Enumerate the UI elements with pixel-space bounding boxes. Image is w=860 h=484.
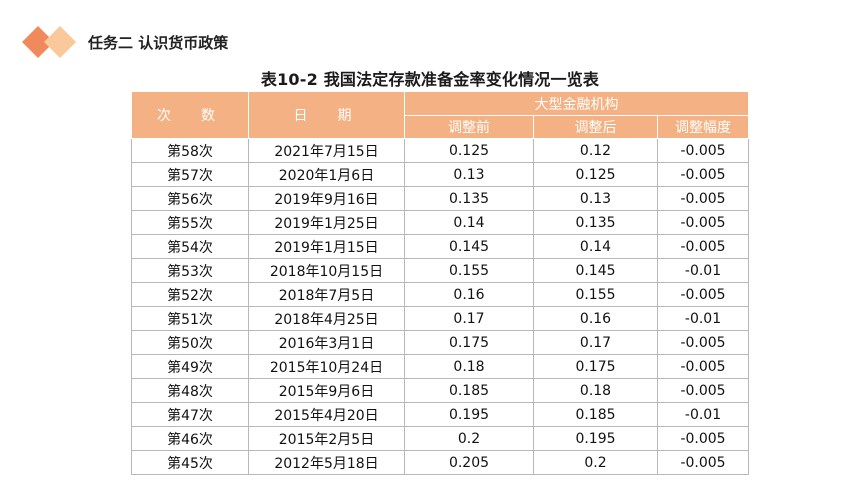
diamond-logo-icon bbox=[22, 26, 76, 58]
cell-date: 2020年1月6日 bbox=[248, 162, 405, 187]
table-row: 第57次 2020年1月6日 0.13 0.125 -0.005 bbox=[131, 162, 750, 187]
cell-date: 2015年4月20日 bbox=[248, 402, 405, 427]
cell-change: -0.005 bbox=[656, 450, 750, 475]
table-row: 第46次 2015年2月5日 0.2 0.195 -0.005 bbox=[131, 426, 750, 451]
cell-count: 第48次 bbox=[131, 378, 249, 403]
cell-after: 0.195 bbox=[533, 426, 658, 451]
header-large-institutions: 大型金融机构 bbox=[403, 91, 750, 116]
cell-change: -0.005 bbox=[656, 282, 750, 307]
cell-after: 0.12 bbox=[533, 138, 658, 163]
cell-change: -0.005 bbox=[656, 186, 750, 211]
cell-count: 第45次 bbox=[131, 450, 249, 475]
reserve-ratio-table: 次 数 日 期 大型金融机构 调整前 调整后 调整幅度 第58次 2021年7月… bbox=[131, 91, 750, 475]
table-row: 第55次 2019年1月25日 0.14 0.135 -0.005 bbox=[131, 210, 750, 235]
cell-count: 第55次 bbox=[131, 210, 249, 235]
table-row: 第54次 2019年1月15日 0.145 0.14 -0.005 bbox=[131, 234, 750, 259]
table-row: 第48次 2015年9月6日 0.185 0.18 -0.005 bbox=[131, 378, 750, 403]
cell-before: 0.18 bbox=[404, 354, 534, 379]
cell-before: 0.2 bbox=[404, 426, 534, 451]
cell-date: 2019年1月25日 bbox=[248, 210, 405, 235]
table-row: 第53次 2018年10月15日 0.155 0.145 -0.01 bbox=[131, 258, 750, 283]
cell-after: 0.155 bbox=[533, 282, 658, 307]
cell-before: 0.195 bbox=[404, 402, 534, 427]
table-caption: 表10-2 我国法定存款准备金率变化情况一览表 bbox=[260, 70, 600, 89]
cell-date: 2015年10月24日 bbox=[248, 354, 405, 379]
cell-after: 0.18 bbox=[533, 378, 658, 403]
cell-count: 第52次 bbox=[131, 282, 249, 307]
cell-before: 0.135 bbox=[404, 186, 534, 211]
table-row: 第51次 2018年4月25日 0.17 0.16 -0.01 bbox=[131, 306, 750, 331]
cell-change: -0.005 bbox=[656, 354, 750, 379]
cell-before: 0.155 bbox=[404, 258, 534, 283]
header-date: 日 期 bbox=[248, 91, 405, 139]
cell-count: 第49次 bbox=[131, 354, 249, 379]
cell-before: 0.14 bbox=[404, 210, 534, 235]
cell-count: 第58次 bbox=[131, 138, 249, 163]
section-title: 任务二 认识货币政策 bbox=[88, 34, 229, 52]
cell-date: 2012年5月18日 bbox=[248, 450, 405, 475]
header-change: 调整幅度 bbox=[656, 115, 750, 139]
table-row: 第47次 2015年4月20日 0.195 0.185 -0.01 bbox=[131, 402, 750, 427]
cell-before: 0.17 bbox=[404, 306, 534, 331]
cell-date: 2018年4月25日 bbox=[248, 306, 405, 331]
cell-count: 第54次 bbox=[131, 234, 249, 259]
table-row: 第52次 2018年7月5日 0.16 0.155 -0.005 bbox=[131, 282, 750, 307]
header-before: 调整前 bbox=[404, 115, 534, 139]
cell-count: 第46次 bbox=[131, 426, 249, 451]
header-count: 次 数 bbox=[131, 91, 249, 139]
cell-before: 0.13 bbox=[404, 162, 534, 187]
cell-date: 2021年7月15日 bbox=[248, 138, 405, 163]
cell-count: 第51次 bbox=[131, 306, 249, 331]
cell-after: 0.2 bbox=[533, 450, 658, 475]
cell-count: 第53次 bbox=[131, 258, 249, 283]
cell-date: 2015年9月6日 bbox=[248, 378, 405, 403]
cell-after: 0.13 bbox=[533, 186, 658, 211]
table-row: 第56次 2019年9月16日 0.135 0.13 -0.005 bbox=[131, 186, 750, 211]
slide-header: 任务二 认识货币政策 bbox=[22, 24, 342, 60]
cell-count: 第50次 bbox=[131, 330, 249, 355]
cell-change: -0.005 bbox=[656, 234, 750, 259]
cell-date: 2018年7月5日 bbox=[248, 282, 405, 307]
cell-after: 0.14 bbox=[533, 234, 658, 259]
cell-date: 2019年1月15日 bbox=[248, 234, 405, 259]
cell-after: 0.135 bbox=[533, 210, 658, 235]
cell-after: 0.17 bbox=[533, 330, 658, 355]
cell-after: 0.175 bbox=[533, 354, 658, 379]
logo-diamond-dark bbox=[22, 26, 54, 58]
cell-change: -0.01 bbox=[656, 258, 750, 283]
cell-change: -0.01 bbox=[656, 402, 750, 427]
cell-before: 0.185 bbox=[404, 378, 534, 403]
table-row: 第45次 2012年5月18日 0.205 0.2 -0.005 bbox=[131, 450, 750, 475]
cell-change: -0.01 bbox=[656, 306, 750, 331]
cell-after: 0.125 bbox=[533, 162, 658, 187]
cell-before: 0.205 bbox=[404, 450, 534, 475]
table-row: 第49次 2015年10月24日 0.18 0.175 -0.005 bbox=[131, 354, 750, 379]
table-row: 第58次 2021年7月15日 0.125 0.12 -0.005 bbox=[131, 138, 750, 163]
cell-change: -0.005 bbox=[656, 426, 750, 451]
cell-date: 2019年9月16日 bbox=[248, 186, 405, 211]
cell-change: -0.005 bbox=[656, 210, 750, 235]
cell-count: 第57次 bbox=[131, 162, 249, 187]
header-after: 调整后 bbox=[533, 115, 658, 139]
cell-change: -0.005 bbox=[656, 162, 750, 187]
cell-date: 2018年10月15日 bbox=[248, 258, 405, 283]
cell-date: 2016年3月1日 bbox=[248, 330, 405, 355]
cell-change: -0.005 bbox=[656, 378, 750, 403]
table-row: 第50次 2016年3月1日 0.175 0.17 -0.005 bbox=[131, 330, 750, 355]
cell-before: 0.175 bbox=[404, 330, 534, 355]
cell-before: 0.125 bbox=[404, 138, 534, 163]
cell-change: -0.005 bbox=[656, 330, 750, 355]
cell-change: -0.005 bbox=[656, 138, 750, 163]
cell-count: 第47次 bbox=[131, 402, 249, 427]
cell-after: 0.16 bbox=[533, 306, 658, 331]
logo-diamond-light bbox=[44, 26, 76, 58]
cell-count: 第56次 bbox=[131, 186, 249, 211]
cell-before: 0.16 bbox=[404, 282, 534, 307]
cell-after: 0.185 bbox=[533, 402, 658, 427]
cell-date: 2015年2月5日 bbox=[248, 426, 405, 451]
cell-after: 0.145 bbox=[533, 258, 658, 283]
cell-before: 0.145 bbox=[404, 234, 534, 259]
